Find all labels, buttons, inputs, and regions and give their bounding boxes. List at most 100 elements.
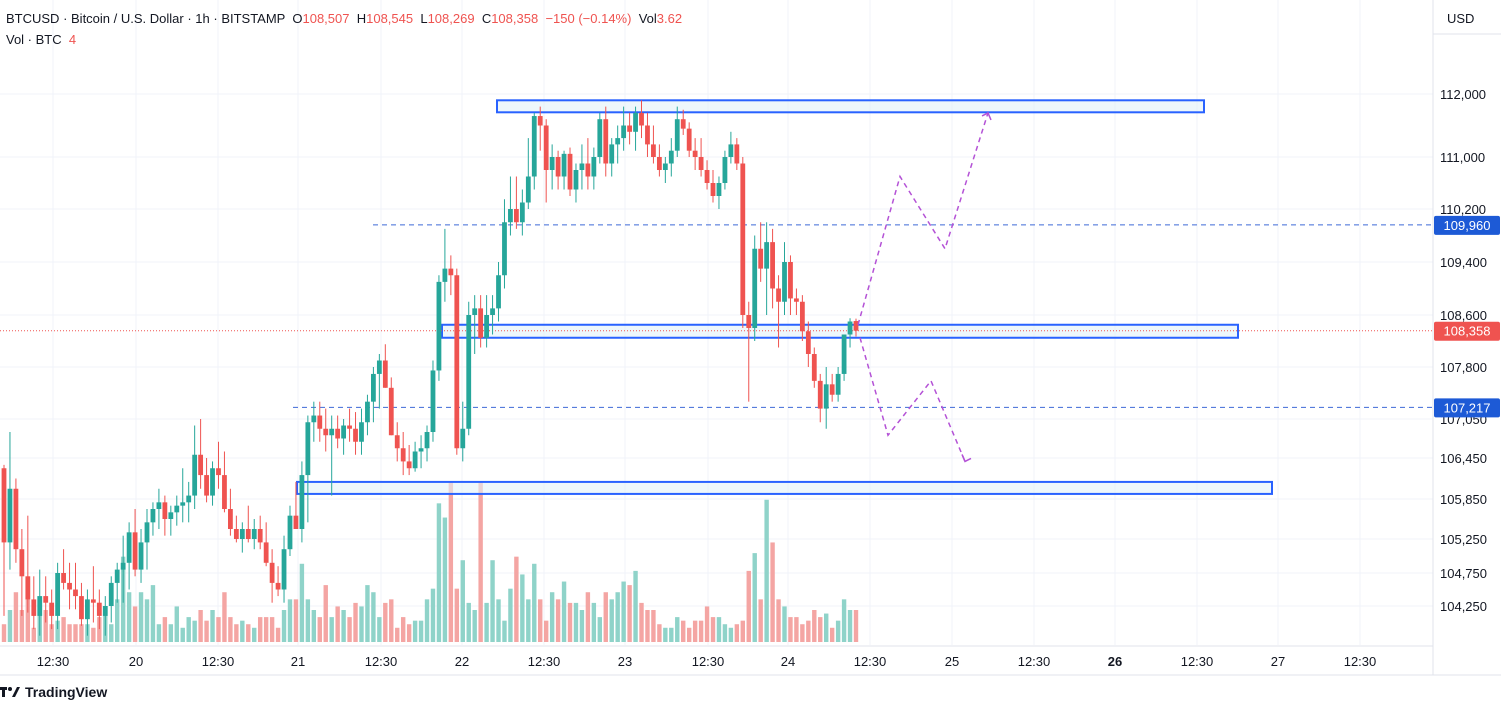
candle-body (615, 138, 621, 145)
volume-bar (430, 588, 436, 642)
volume-bar (549, 592, 555, 642)
open-value: 108,507 (302, 11, 350, 26)
candle-body (430, 370, 436, 432)
symbol-name: Bitcoin / U.S. Dollar (71, 11, 184, 26)
low-label: L (420, 11, 428, 26)
volume-bar (216, 617, 221, 642)
candle-body (794, 298, 799, 302)
candle-body (555, 157, 561, 177)
candle-body (132, 532, 138, 570)
volume-bar (395, 627, 400, 642)
candle-body (144, 522, 150, 543)
volume-bar (79, 624, 84, 642)
candle-body (102, 606, 108, 616)
volume-bar (228, 617, 233, 642)
candle-body (180, 502, 186, 506)
volume-bar (109, 624, 114, 642)
candle-body (263, 542, 269, 563)
candle-body (454, 275, 460, 449)
volume-bar (526, 599, 531, 642)
volume-bar (400, 617, 406, 642)
candle-body (585, 163, 591, 177)
candle-body (829, 384, 835, 395)
time-tick-label: 21 (291, 654, 305, 669)
candle-body (549, 157, 555, 170)
candle-body (799, 301, 805, 332)
volume-bar (281, 610, 287, 642)
volume-bar (204, 620, 209, 642)
dashed-levels[interactable] (0, 224, 1433, 408)
candle-body (412, 451, 418, 469)
vol-line-label[interactable]: Vol · BTC (6, 32, 62, 47)
volume-bar (275, 627, 281, 642)
candle-body (245, 529, 251, 539)
volume-bar (7, 610, 13, 642)
brand-footer[interactable]: TradingView (0, 684, 107, 700)
volume-bar (532, 563, 537, 642)
level-tag-lower-bg (1434, 398, 1500, 418)
price-tick-label: 109,400 (1440, 255, 1487, 270)
volume-bar (49, 624, 54, 642)
candle-body (287, 515, 293, 550)
candle-body (823, 384, 829, 409)
volume-bar (246, 624, 251, 642)
symbol-code[interactable]: BTCUSD (6, 11, 60, 26)
candle-body (639, 112, 644, 126)
candle-body (537, 116, 543, 126)
time-tick-label: 12:30 (1018, 654, 1051, 669)
currency-label[interactable]: USD (1447, 11, 1475, 26)
volume-bar (782, 606, 787, 642)
candle-body (347, 425, 352, 429)
candle-body (740, 163, 746, 315)
volume-bar (764, 499, 769, 642)
projection-path (857, 112, 989, 325)
candle-body (210, 468, 215, 496)
current-price-tag: 108,358 (1444, 324, 1491, 339)
interval[interactable]: 1h (195, 11, 210, 26)
candle-body (370, 373, 376, 402)
candle-body (633, 112, 638, 132)
volume-bar (734, 624, 740, 642)
candle-body (698, 157, 704, 170)
candle-body (400, 448, 406, 462)
candle-body (490, 308, 495, 315)
vol-line-value: 4 (68, 32, 77, 47)
sep-3: · (209, 11, 222, 26)
candle-body (788, 262, 793, 299)
volume-bar (448, 482, 454, 642)
candle-body (847, 321, 853, 335)
candle-body (805, 331, 811, 354)
candle-body (436, 281, 442, 371)
candle-body (79, 596, 84, 620)
volume-bar (543, 620, 549, 642)
time-tick-label: 22 (455, 654, 469, 669)
volume-bar (347, 617, 352, 642)
candle-body (365, 401, 370, 423)
candle-body (764, 242, 770, 269)
volume-bar (466, 602, 471, 642)
volume-bar (263, 617, 269, 642)
candle-body (108, 582, 114, 606)
projection-arrowhead (961, 454, 972, 463)
volume-bar (538, 599, 543, 642)
volume-bar (841, 599, 847, 642)
zone-box (441, 323, 1239, 339)
volume-bar (686, 627, 692, 642)
time-tick-label: 12:30 (1181, 654, 1214, 669)
candle-body (418, 448, 424, 452)
zones[interactable] (296, 99, 1273, 495)
candle-body (448, 268, 454, 276)
volume-bar (234, 624, 239, 642)
price-tick-label: 105,250 (1440, 532, 1487, 547)
candle-body (7, 488, 13, 543)
volume-legend: Vol · BTC 4 (6, 32, 76, 47)
projection-paths[interactable] (857, 111, 992, 463)
candle-body (424, 432, 430, 449)
high-label: H (356, 11, 367, 26)
volume-bar (359, 606, 364, 642)
price-tick-label: 111,000 (1440, 150, 1485, 165)
volume-bar (728, 627, 734, 642)
time-tick-label: 20 (129, 654, 143, 669)
volume-bar (681, 620, 686, 642)
